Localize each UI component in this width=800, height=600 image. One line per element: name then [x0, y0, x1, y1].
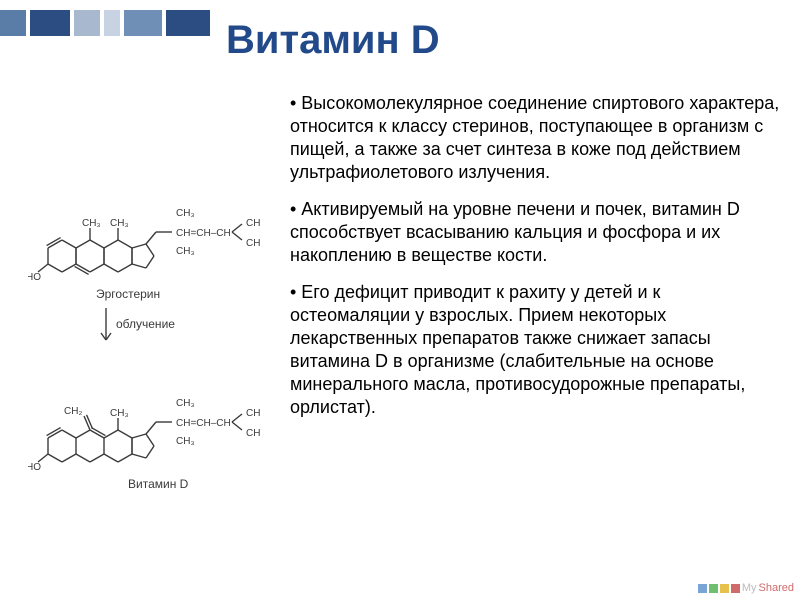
svg-text:CH₃: CH₃: [176, 246, 195, 257]
logo-square: [720, 584, 729, 593]
accent-block: [166, 10, 210, 36]
watermark-text-2: Shared: [759, 582, 794, 594]
svg-text:CH₃: CH₃: [246, 218, 260, 229]
logo-square: [698, 584, 707, 593]
body-text: • Высокомолекулярное соединение спиртово…: [290, 92, 780, 433]
svg-text:CH=CH–CH: CH=CH–CH: [176, 228, 231, 239]
accent-block: [104, 10, 120, 36]
svg-text:HO: HO: [28, 462, 41, 473]
svg-text:CH₃: CH₃: [246, 408, 260, 419]
svg-text:CH₃: CH₃: [176, 398, 195, 409]
accent-block: [74, 10, 100, 36]
svg-text:Эргостерин: Эргостерин: [96, 287, 160, 301]
paragraph: • Его дефицит приводит к рахиту у детей …: [290, 281, 780, 419]
accent-block: [30, 10, 70, 36]
svg-text:CH=CH–CH: CH=CH–CH: [176, 418, 231, 429]
logo-square: [709, 584, 718, 593]
accent-bar: [0, 10, 214, 36]
svg-text:CH₃: CH₃: [110, 218, 129, 229]
svg-text:Витамин D: Витамин D: [128, 477, 189, 491]
watermark: MyShared: [698, 582, 794, 594]
svg-text:CH₃: CH₃: [246, 238, 260, 249]
paragraph: • Активируемый на уровне печени и почек,…: [290, 198, 780, 267]
accent-block: [0, 10, 26, 36]
slide-title: Витамин D: [226, 18, 440, 63]
svg-text:HO: HO: [28, 272, 41, 283]
svg-text:CH₂: CH₂: [64, 406, 82, 417]
watermark-text-1: My: [742, 582, 757, 594]
chemical-structure-diagram: HO CH₃ CH₃ CH₃ CH=CH–CH CH₃ CH₃ CH₃ Эргостерин о…: [28, 150, 260, 522]
svg-text:CH₃: CH₃: [82, 218, 101, 229]
paragraph: • Высокомолекулярное соединение спиртово…: [290, 92, 780, 184]
svg-text:CH₃: CH₃: [176, 436, 195, 447]
svg-text:CH₃: CH₃: [110, 408, 129, 419]
logo-square: [731, 584, 740, 593]
svg-text:CH₃: CH₃: [246, 428, 260, 439]
accent-block: [124, 10, 162, 36]
svg-text:облучение: облучение: [116, 317, 175, 331]
svg-text:CH₃: CH₃: [176, 208, 195, 219]
